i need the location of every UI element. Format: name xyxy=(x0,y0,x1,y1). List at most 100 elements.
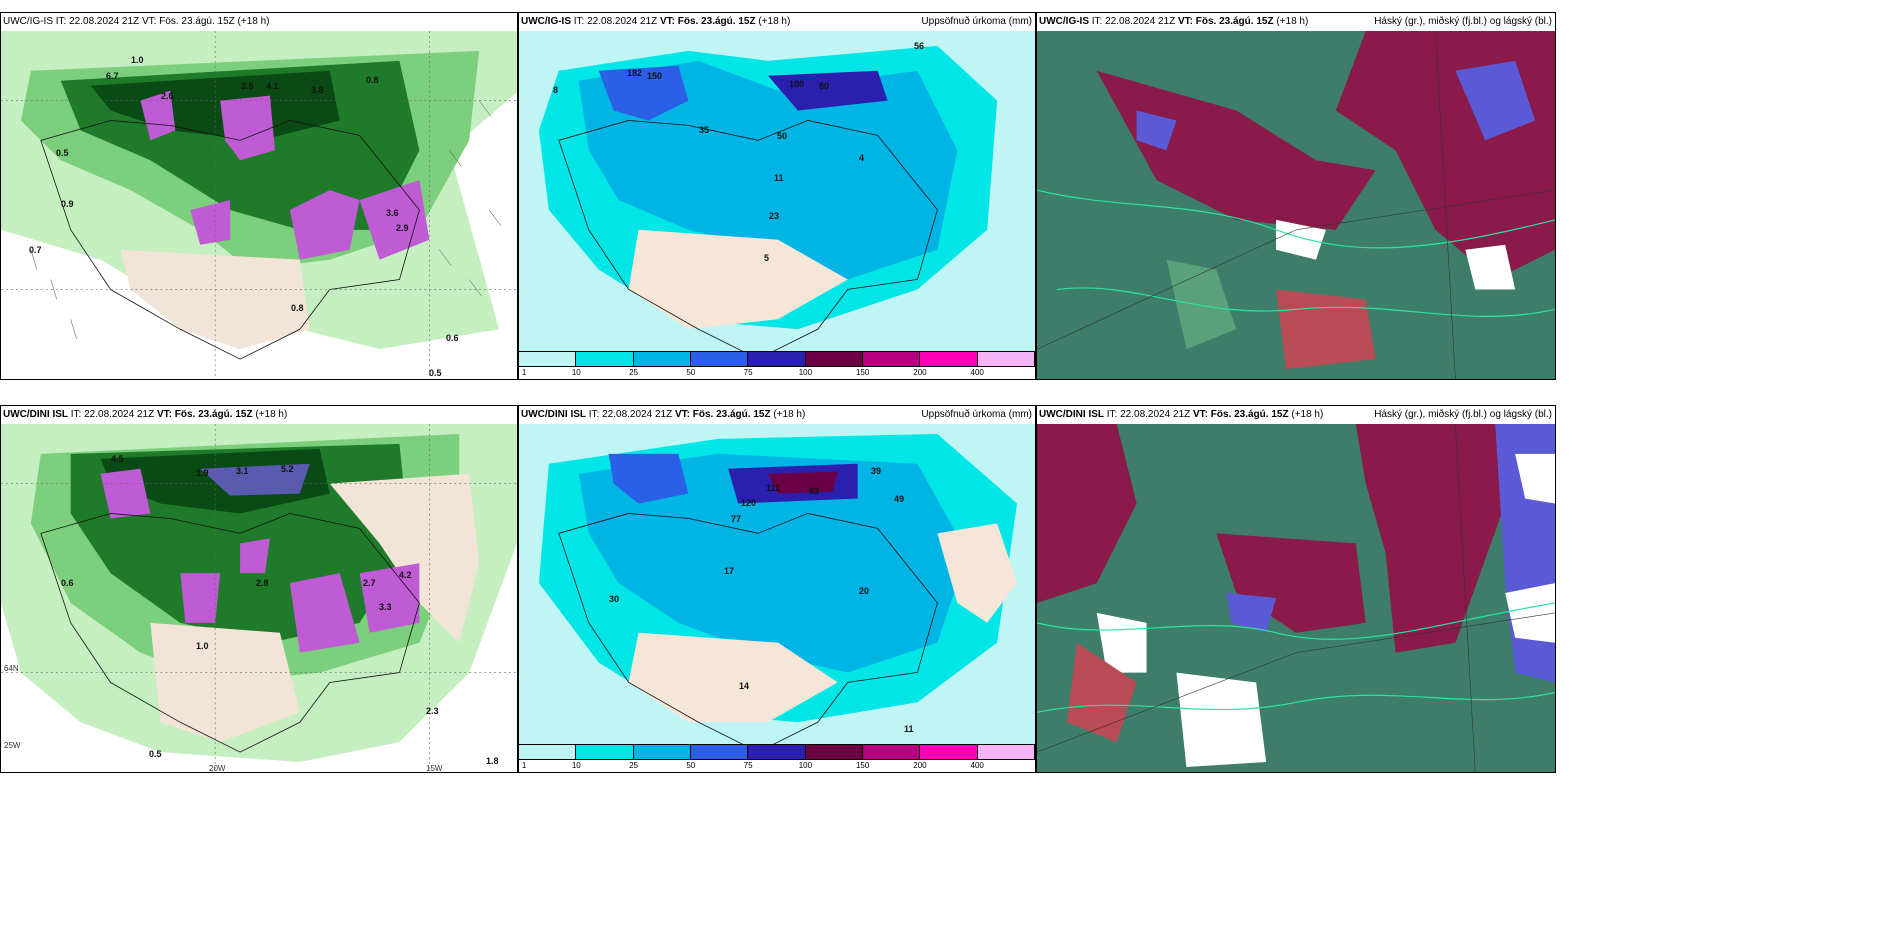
init-time: IT: 22.08.2024 21Z xyxy=(573,16,658,27)
cb-tick: 1 xyxy=(521,761,527,770)
panel-title: UWC/IG-IS IT: 22.08.2024 21Z VT: Fös. 23… xyxy=(3,16,270,27)
precip-map-bottom xyxy=(519,424,1035,744)
cb-swatch xyxy=(633,745,691,759)
init-time: IT: 22.08.2024 21Z xyxy=(1106,409,1191,420)
wind-label: 2.7 xyxy=(363,578,376,588)
model-name: UWC/IG-IS xyxy=(1039,16,1089,27)
wind-label: 4.5 xyxy=(111,454,124,464)
lon-label: 25W xyxy=(4,741,21,750)
lead-time: (+18 h) xyxy=(255,409,288,420)
init-time: IT: 22.08.2024 21Z xyxy=(70,409,155,420)
wind-label: 4.1 xyxy=(266,81,279,91)
cb-swatch xyxy=(690,352,749,366)
wind-map-bottom xyxy=(1,424,517,772)
precip-label: 8 xyxy=(553,85,559,95)
cb-swatch xyxy=(576,745,634,759)
precip-label: 56 xyxy=(914,41,925,51)
cloud-title: Háský (gr.), miðský (fj.bl.) og lágský (… xyxy=(1374,16,1552,27)
cb-tick: 100 xyxy=(798,761,813,770)
cb-swatch xyxy=(805,352,863,366)
precip-label: 50 xyxy=(777,131,788,141)
wind-label: 0.8 xyxy=(366,75,379,85)
precip-label: 39 xyxy=(871,466,882,476)
lon-label: 15W xyxy=(426,764,443,773)
wind-panel-top: UWC/IG-IS IT: 22.08.2024 21Z VT: Fös. 23… xyxy=(0,12,518,380)
cb-swatch xyxy=(633,352,691,366)
cb-tick: 10 xyxy=(571,761,581,770)
precip-label: 17 xyxy=(724,566,735,576)
precip-label: 11 xyxy=(904,724,914,734)
precip-title: Uppsöfnuð úrkoma (mm) xyxy=(921,409,1032,420)
cloud-map-top xyxy=(1037,31,1555,379)
init-time: IT: 22.08.2024 21Z xyxy=(1091,16,1176,27)
wind-label: 3.3 xyxy=(379,602,392,612)
cb-swatch xyxy=(576,352,634,366)
valid-time: VT: Fös. 23.ágú. 15Z xyxy=(156,409,253,420)
model-name: UWC/DINI ISL xyxy=(3,409,68,420)
lead-time: (+18 h) xyxy=(1276,16,1309,27)
cb-swatch xyxy=(519,745,577,759)
wind-label: 0.8 xyxy=(291,303,304,313)
precip-colorbar: 1 10 25 50 75 100 150 200 400 xyxy=(519,351,1035,379)
cloud-panel-top: UWC/IG-IS IT: 22.08.2024 21Z VT: Fös. 23… xyxy=(1036,12,1556,380)
precip-title: Uppsöfnuð úrkoma (mm) xyxy=(921,16,1032,27)
lead-time: (+18 h) xyxy=(1291,409,1324,420)
precip-label: 120 xyxy=(741,498,757,508)
cb-tick: 75 xyxy=(743,761,753,770)
cb-swatch xyxy=(920,352,978,366)
wind-label: 0.9 xyxy=(61,199,74,209)
cb-tick: 75 xyxy=(743,368,753,377)
cb-tick: 150 xyxy=(855,761,870,770)
cb-tick: 1 xyxy=(521,368,527,377)
cb-swatch xyxy=(862,352,921,366)
precip-colorbar: 1 10 25 50 75 100 150 200 400 xyxy=(519,744,1035,772)
precip-map-top xyxy=(519,31,1035,351)
model-name: UWC/DINI ISL xyxy=(521,409,586,420)
cb-tick: 400 xyxy=(970,761,984,770)
wind-label: 0.6 xyxy=(446,333,459,343)
wind-label: 0.6 xyxy=(61,578,74,588)
cb-tick: 200 xyxy=(913,368,927,377)
precip-label: 77 xyxy=(731,514,742,524)
wind-label: 5.2 xyxy=(281,464,294,474)
precip-panel-top: UWC/IG-IS IT: 22.08.2024 21Z VT: Fös. 23… xyxy=(518,12,1036,380)
precip-label: 11 xyxy=(774,173,784,183)
wind-label: 4.2 xyxy=(399,570,412,580)
wind-label: 0.5 xyxy=(149,749,162,759)
precip-label: 182 xyxy=(627,68,643,78)
lead-time: (+18 h) xyxy=(773,409,806,420)
precip-label: 20 xyxy=(859,586,870,596)
precip-label: 150 xyxy=(647,71,663,81)
precip-panel-bottom: UWC/DINI ISL IT: 22.08.2024 21Z VT: Fös.… xyxy=(518,405,1036,773)
precip-label: 49 xyxy=(894,494,905,504)
valid-time: VT: Fös. 23.ágú. 15Z xyxy=(1192,409,1289,420)
precip-label: 30 xyxy=(609,594,620,604)
cb-swatch xyxy=(519,352,577,366)
precip-label: 80 xyxy=(819,81,830,91)
wind-panel-bottom: UWC/DINI ISL IT: 22.08.2024 21Z VT: Fös.… xyxy=(0,405,518,773)
valid-time: VT: Fös. 23.ágú. 15Z xyxy=(674,409,771,420)
init-time: IT: 22.08.2024 21Z xyxy=(588,409,673,420)
wind-label: 3.8 xyxy=(311,85,324,95)
valid-time: VT: Fös. 23.ágú. 15Z xyxy=(659,16,756,27)
wind-label: 1.8 xyxy=(486,756,499,766)
cb-tick: 150 xyxy=(855,368,870,377)
model-name: UWC/DINI ISL xyxy=(1039,409,1104,420)
cb-swatch xyxy=(920,745,978,759)
precip-label: 4 xyxy=(859,153,865,163)
wind-label: 3.1 xyxy=(236,466,249,476)
wind-map-top xyxy=(1,31,517,379)
cb-swatch xyxy=(748,352,806,366)
precip-label: 111 xyxy=(766,483,781,493)
wind-label: 1.0 xyxy=(196,641,209,651)
valid-time: VT: Fös. 23.ágú. 15Z xyxy=(1177,16,1274,27)
wind-label: 2.9 xyxy=(396,223,409,233)
precip-label: 83 xyxy=(809,486,820,496)
cb-tick: 25 xyxy=(629,368,638,377)
lead-time: (+18 h) xyxy=(758,16,791,27)
cb-swatch xyxy=(977,745,1035,759)
precip-label: 5 xyxy=(764,253,770,263)
cloud-map-bottom xyxy=(1037,424,1555,772)
cb-tick: 25 xyxy=(629,761,638,770)
wind-label: 3.5 xyxy=(241,81,254,91)
